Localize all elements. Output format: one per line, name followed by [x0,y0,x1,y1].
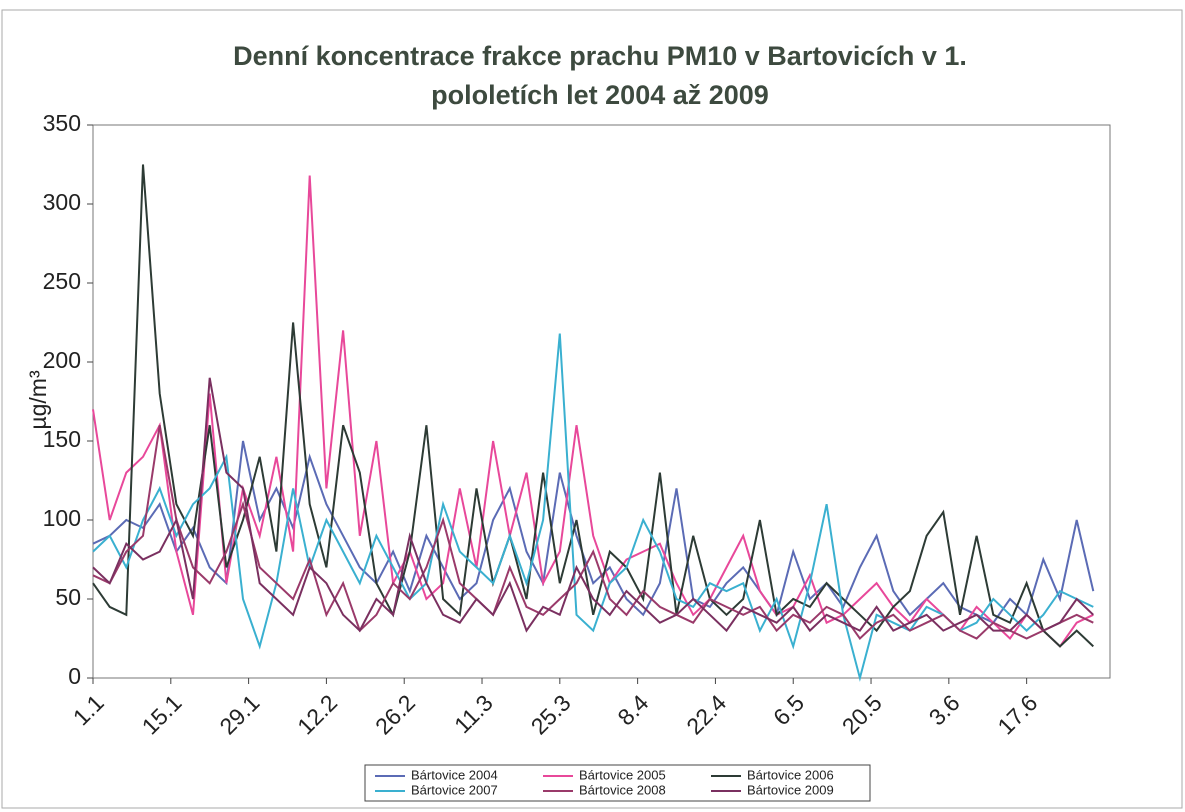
y-tick-label: 0 [68,663,81,689]
y-tick-label: 150 [43,426,81,452]
x-tick-label: 20.5 [837,689,887,739]
y-tick-label: 200 [43,347,81,373]
y-tick-label: 50 [55,584,81,610]
legend-label: Bártovice 2004 [411,767,498,782]
legend-label: Bártovice 2009 [747,782,834,797]
x-tick-label: 3.6 [924,689,965,730]
chart-title: pololetích let 2004 až 2009 [431,80,769,110]
legend-label: Bártovice 2007 [411,782,498,797]
series-line [92,377,1094,633]
x-tick-label: 15.1 [137,689,187,739]
legend [364,764,871,802]
y-axis-label: µg/m³ [25,370,51,430]
plot-area [92,124,1111,679]
series-line [92,333,1094,682]
x-tick-label: 17.6 [992,689,1042,739]
x-tick-label: 22.4 [681,689,731,739]
x-tick-label: 11.3 [449,689,498,738]
frame [1,9,1183,809]
x-tick-label: 29.1 [214,689,264,739]
legend-label: Bártovice 2008 [579,782,666,797]
series-line [92,425,1094,641]
y-tick-label: 100 [43,505,81,531]
y-tick-label: 300 [43,189,81,215]
chart-title: Denní koncentrace frakce prachu PM10 v B… [233,41,967,71]
x-tick-label: 1.1 [68,689,109,730]
y-tick-label: 250 [43,268,81,294]
x-tick-label: 8.4 [612,689,653,730]
x-tick-label: 12.2 [292,689,342,739]
series-line [92,164,1094,648]
series-line [92,175,1094,648]
x-tick-label: 25.3 [526,689,576,739]
legend-label: Bártovice 2006 [747,767,834,782]
legend-label: Bártovice 2005 [579,767,666,782]
x-tick-label: 26.2 [370,689,420,739]
y-tick-label: 350 [43,110,81,136]
x-tick-label: 6.5 [768,689,809,730]
